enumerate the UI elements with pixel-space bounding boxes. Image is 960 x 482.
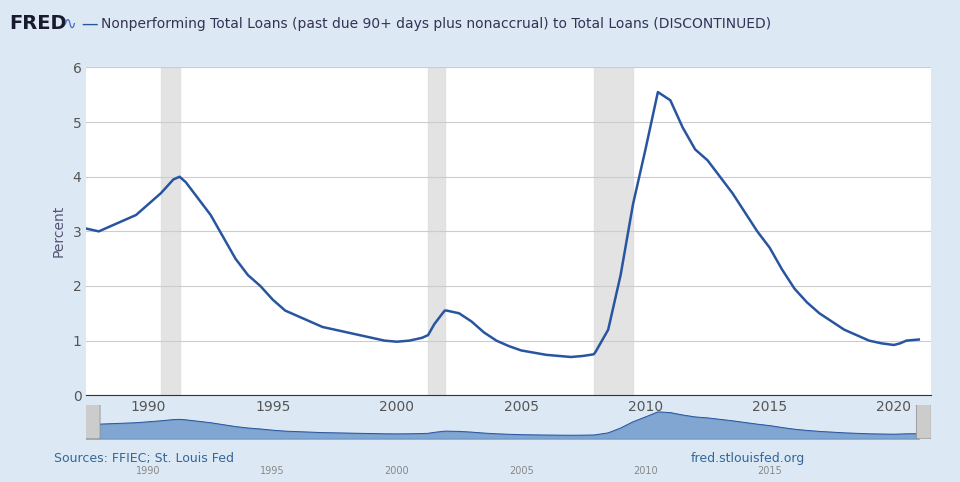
Text: Sources: FFIEC; St. Louis Fed: Sources: FFIEC; St. Louis Fed [54, 452, 234, 465]
Text: 2005: 2005 [509, 466, 534, 476]
Text: 2010: 2010 [634, 466, 658, 476]
FancyBboxPatch shape [916, 405, 931, 439]
Text: fred.stlouisfed.org: fred.stlouisfed.org [691, 452, 805, 465]
Text: 2015: 2015 [757, 466, 782, 476]
Text: —: — [82, 15, 98, 33]
Text: 1990: 1990 [136, 466, 160, 476]
Text: 2000: 2000 [385, 466, 409, 476]
Bar [428, 67, 444, 395]
FancyBboxPatch shape [85, 405, 100, 439]
Y-axis label: Percent: Percent [52, 205, 65, 257]
Text: FRED: FRED [10, 14, 67, 33]
Bar [594, 67, 633, 395]
Text: ∿: ∿ [62, 15, 76, 33]
Text: 1995: 1995 [260, 466, 285, 476]
Bar [161, 67, 180, 395]
Text: Nonperforming Total Loans (past due 90+ days plus nonaccrual) to Total Loans (DI: Nonperforming Total Loans (past due 90+ … [101, 17, 771, 31]
